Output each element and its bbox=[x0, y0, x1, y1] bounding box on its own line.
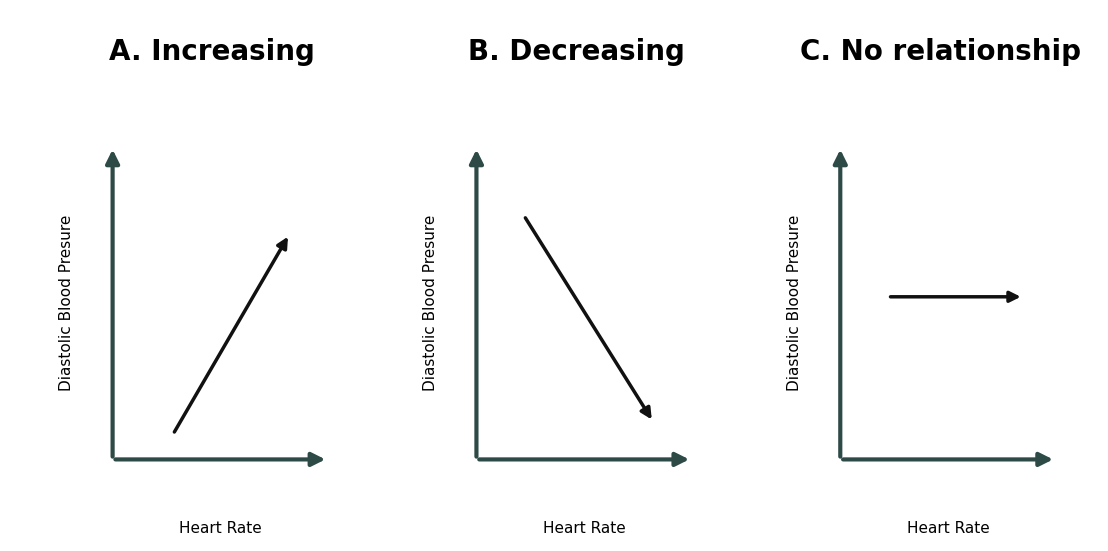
Text: Heart Rate: Heart Rate bbox=[543, 521, 626, 536]
Text: C. No relationship: C. No relationship bbox=[800, 38, 1080, 66]
Text: B. Decreasing: B. Decreasing bbox=[468, 38, 685, 66]
Text: Diastolic Blood Presure: Diastolic Blood Presure bbox=[423, 215, 438, 391]
Text: A. Increasing: A. Increasing bbox=[110, 38, 316, 66]
Text: Heart Rate: Heart Rate bbox=[179, 521, 261, 536]
Text: Diastolic Blood Presure: Diastolic Blood Presure bbox=[60, 215, 74, 391]
Text: Diastolic Blood Presure: Diastolic Blood Presure bbox=[787, 215, 802, 391]
Text: Heart Rate: Heart Rate bbox=[906, 521, 989, 536]
